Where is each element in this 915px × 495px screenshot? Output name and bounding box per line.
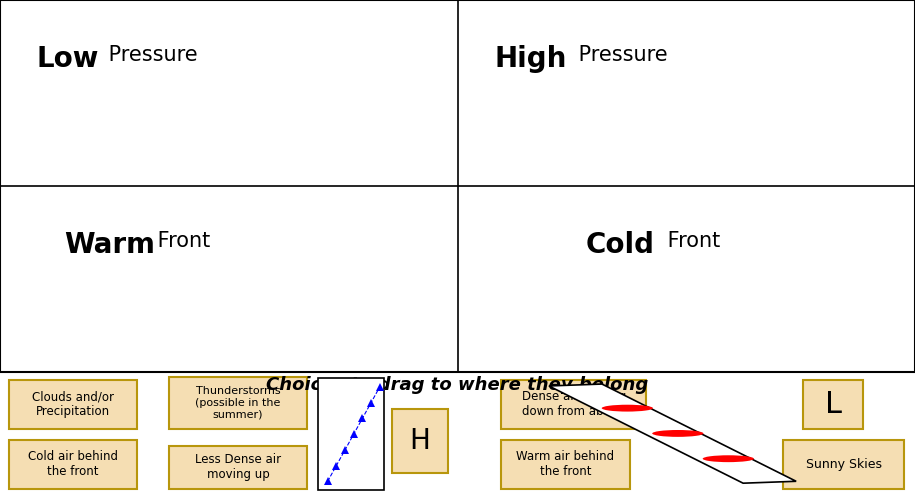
Circle shape [602,405,653,411]
Polygon shape [549,384,796,483]
Text: Thunderstorms
(possible in the
summer): Thunderstorms (possible in the summer) [195,386,281,420]
FancyBboxPatch shape [169,377,307,429]
Text: Low: Low [37,45,99,73]
Circle shape [652,430,704,437]
Text: Choices to drag to where they belong: Choices to drag to where they belong [266,376,649,394]
Text: Cold: Cold [586,231,654,259]
Text: Front: Front [661,231,720,251]
Text: Warm: Warm [64,231,155,259]
Text: Front: Front [151,231,210,251]
Text: Clouds and/or
Precipitation: Clouds and/or Precipitation [32,390,114,418]
Text: Dense air moving
down from above: Dense air moving down from above [522,390,626,418]
Text: L: L [824,390,842,419]
Text: Sunny Skies: Sunny Skies [805,458,882,471]
FancyBboxPatch shape [501,380,646,429]
FancyBboxPatch shape [9,440,137,489]
Text: Pressure: Pressure [572,45,668,65]
FancyBboxPatch shape [169,446,307,489]
FancyBboxPatch shape [803,380,863,429]
Text: Pressure: Pressure [102,45,199,65]
Text: H: H [410,427,430,455]
Text: Cold air behind
the front: Cold air behind the front [28,450,118,478]
Text: Less Dense air
moving up: Less Dense air moving up [195,453,281,481]
FancyBboxPatch shape [392,409,448,473]
FancyBboxPatch shape [9,380,137,429]
FancyBboxPatch shape [318,378,384,490]
FancyBboxPatch shape [783,440,904,489]
Text: High: High [494,45,566,73]
FancyBboxPatch shape [501,440,630,489]
Circle shape [703,455,754,462]
Text: Warm air behind
the front: Warm air behind the front [516,450,615,478]
